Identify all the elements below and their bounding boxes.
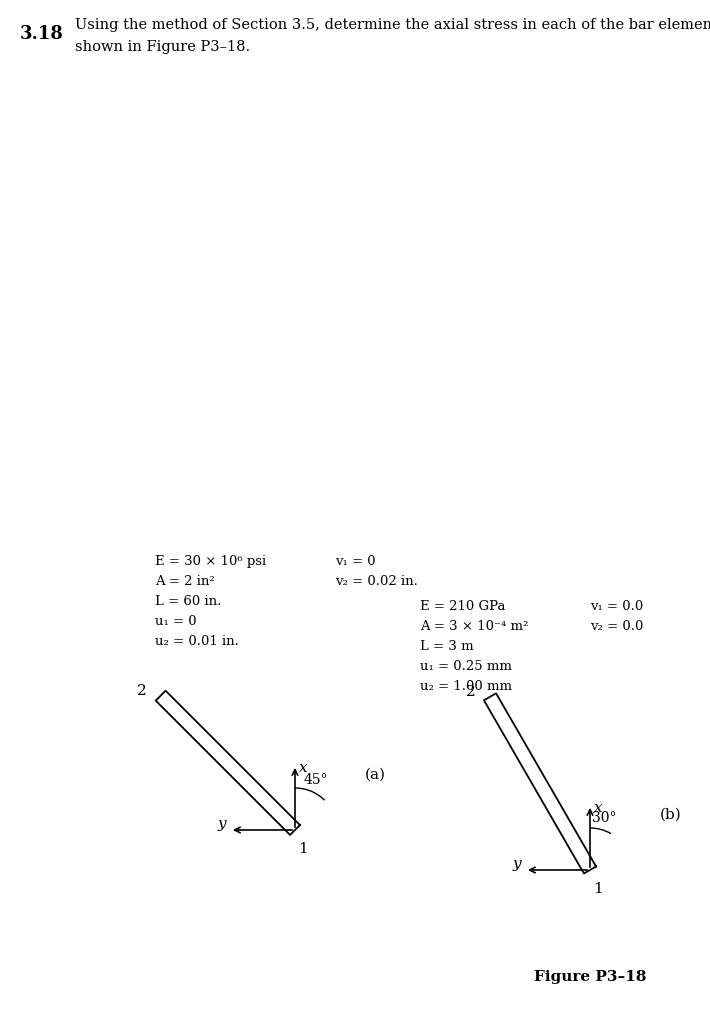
Text: L = 3 m: L = 3 m — [420, 640, 474, 653]
Text: (b): (b) — [660, 808, 682, 822]
Text: y: y — [513, 857, 521, 871]
Text: 30°: 30° — [591, 811, 616, 825]
Text: 1: 1 — [593, 882, 603, 896]
Text: shown in Figure P3–18.: shown in Figure P3–18. — [75, 40, 250, 54]
Text: A = 2 in²: A = 2 in² — [155, 575, 214, 588]
Text: u₂ = 1.00 mm: u₂ = 1.00 mm — [420, 680, 512, 693]
Text: A = 3 × 10⁻⁴ m²: A = 3 × 10⁻⁴ m² — [420, 620, 528, 633]
Text: 2: 2 — [137, 684, 147, 697]
Text: E = 210 GPa: E = 210 GPa — [420, 600, 506, 613]
Text: u₁ = 0.25 mm: u₁ = 0.25 mm — [420, 660, 512, 673]
Text: 45°: 45° — [303, 773, 328, 787]
Text: y: y — [217, 817, 226, 831]
Text: v₂ = 0.0: v₂ = 0.0 — [590, 620, 643, 633]
Text: E = 30 × 10⁶ psi: E = 30 × 10⁶ psi — [155, 555, 266, 568]
Text: Figure P3–18: Figure P3–18 — [534, 970, 646, 984]
Polygon shape — [484, 693, 596, 873]
Text: x: x — [299, 761, 307, 775]
Text: v₁ = 0.0: v₁ = 0.0 — [590, 600, 643, 613]
Text: Using the method of Section 3.5, determine the axial stress in each of the bar e: Using the method of Section 3.5, determi… — [75, 18, 710, 32]
Text: u₂ = 0.01 in.: u₂ = 0.01 in. — [155, 635, 239, 648]
Text: u₁ = 0: u₁ = 0 — [155, 615, 197, 628]
Text: (a): (a) — [365, 768, 386, 782]
Text: 3.18: 3.18 — [20, 25, 64, 43]
Text: x: x — [594, 801, 603, 815]
Text: L = 60 in.: L = 60 in. — [155, 595, 222, 608]
Text: v₂ = 0.02 in.: v₂ = 0.02 in. — [335, 575, 418, 588]
Text: 1: 1 — [298, 842, 307, 856]
Text: 2: 2 — [466, 685, 476, 698]
Polygon shape — [155, 691, 300, 835]
Text: v₁ = 0: v₁ = 0 — [335, 555, 376, 568]
